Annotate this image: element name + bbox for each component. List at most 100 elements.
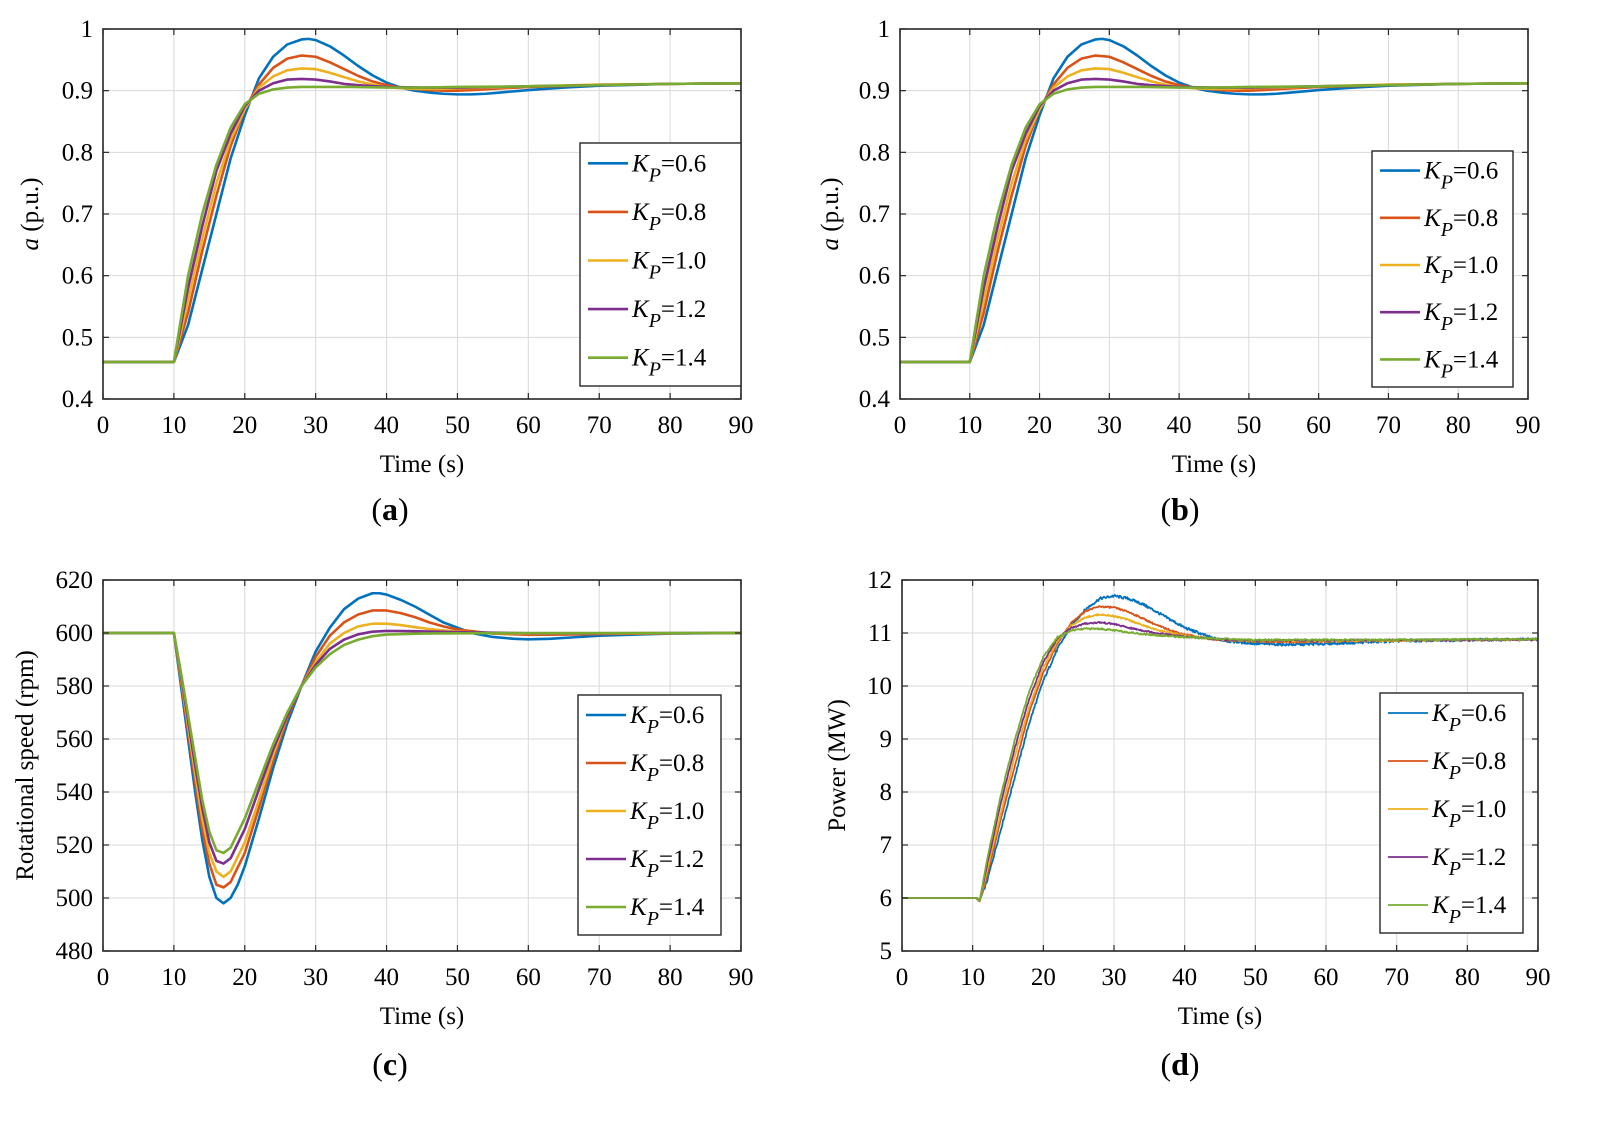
legend-k: K — [629, 798, 648, 825]
x-tick-label: 30 — [303, 412, 328, 439]
legend-equals: = — [659, 846, 673, 873]
panel-label: (a) — [371, 491, 408, 527]
legend-value: 0.8 — [1475, 748, 1506, 775]
x-tick-label: 70 — [1376, 412, 1401, 439]
x-tick-label: 0 — [896, 964, 909, 991]
series-line-kp-0-8 — [103, 54, 741, 364]
legend-k: K — [1431, 748, 1450, 775]
legend-k: K — [629, 702, 648, 729]
legend-item: KP=0.8 — [588, 199, 706, 235]
legend-label: KP=0.6 — [631, 150, 706, 186]
legend-k: K — [629, 894, 648, 921]
legend-value: 0.6 — [673, 702, 704, 729]
x-tick-label: 80 — [1446, 412, 1471, 439]
y-axis-label-symbol: a — [17, 238, 44, 251]
legend-k: K — [1423, 346, 1442, 373]
panel-label-letter: b — [1171, 491, 1189, 527]
legend-value: 1.0 — [673, 798, 704, 825]
legend-item: KP=1.2 — [588, 296, 706, 332]
legend-subscript: P — [646, 908, 659, 930]
y-tick-label: 5 — [880, 938, 893, 965]
legend-item: KP=0.6 — [1388, 700, 1506, 736]
y-tick-label: 0.4 — [62, 386, 94, 413]
legend-item: KP=0.8 — [586, 750, 704, 786]
panel-label: (b) — [1160, 491, 1199, 527]
legend-k: K — [631, 150, 650, 177]
x-tick-label: 90 — [729, 964, 754, 991]
legend-label: KP=0.6 — [1431, 700, 1506, 736]
y-tick-label: 1 — [81, 16, 94, 43]
legend-label: KP=0.8 — [631, 199, 706, 235]
y-tick-label: 580 — [56, 673, 94, 700]
x-tick-label: 0 — [894, 412, 907, 439]
y-tick-label: 0.7 — [62, 201, 93, 228]
legend-subscript: P — [1448, 858, 1461, 880]
legend-value: 1.2 — [675, 296, 706, 323]
legend-label: KP=1.4 — [629, 894, 705, 930]
legend-subscript: P — [648, 262, 661, 284]
legend-equals: = — [661, 248, 675, 275]
legend-value: 0.8 — [1467, 205, 1498, 232]
legend-label: KP=1.2 — [1431, 844, 1506, 880]
x-axis-label: Time (s) — [380, 451, 465, 478]
legend-subscript: P — [646, 764, 659, 786]
legend-subscript: P — [646, 860, 659, 882]
panel-a: 0 10 20 30 40 50 60 70 80 90 0.4 0.5 0.6 0.7 0.8 0.9 1 Ti… — [17, 16, 754, 527]
legend: KP=0.6KP=0.8KP=1.0KP=1.2KP=1.4 — [1371, 150, 1514, 388]
legend-k: K — [1423, 205, 1442, 232]
legend-item: KP=1.0 — [1380, 252, 1498, 288]
legend-k: K — [1423, 252, 1442, 279]
y-tick-label: 7 — [880, 832, 893, 859]
legend: KP=0.6KP=0.8KP=1.0KP=1.2KP=1.4 — [577, 694, 722, 936]
x-tick-label: 50 — [445, 964, 470, 991]
axes-frame — [102, 579, 742, 952]
legend-subscript: P — [646, 812, 659, 834]
panel-b: 0 10 20 30 40 50 60 70 80 90 0.4 0.5 0.6 0.7 0.8 0.9 1 Ti… — [817, 16, 1541, 527]
legend-subscript: P — [1440, 313, 1453, 335]
panel-c: 0 10 20 30 40 50 60 70 80 90 480 500 520 540 560 580 600… — [12, 567, 754, 1082]
legend-item: KP=0.6 — [1380, 158, 1498, 194]
x-tick-label: 50 — [1243, 964, 1268, 991]
legend-k: K — [631, 248, 650, 275]
x-tick-label: 60 — [516, 964, 541, 991]
y-axis-label-unit: Rotational speed (rpm) — [12, 650, 39, 881]
y-tick-label: 0.7 — [859, 201, 890, 228]
x-tick-label: 50 — [445, 412, 470, 439]
legend-equals: = — [659, 894, 673, 921]
legend-item: KP=0.8 — [1388, 748, 1506, 784]
y-tick-label: 1 — [878, 16, 891, 43]
legend-label: KP=1.4 — [631, 345, 707, 381]
series-line-kp-1-4 — [900, 81, 1528, 364]
y-tick-label: 8 — [880, 779, 893, 806]
panel-label-open: ( — [1160, 491, 1171, 527]
y-tick-label: 560 — [56, 726, 94, 753]
legend-label: KP=1.0 — [1431, 796, 1506, 832]
legend-equals: = — [661, 150, 675, 177]
legend-equals: = — [659, 798, 673, 825]
x-tick-label: 80 — [658, 412, 683, 439]
x-tick-label: 70 — [587, 412, 612, 439]
legend-equals: = — [661, 296, 675, 323]
legend-item: KP=1.2 — [586, 846, 704, 882]
panel-label-close: ) — [397, 1046, 408, 1082]
legend-item: KP=1.0 — [588, 248, 706, 284]
legend-value: 0.8 — [673, 750, 704, 777]
legend-label: KP=1.4 — [1423, 346, 1499, 382]
legend-item: KP=1.2 — [1388, 844, 1506, 880]
legend-k: K — [631, 296, 650, 323]
x-tick-label: 20 — [1031, 964, 1056, 991]
y-tick-label: 520 — [56, 832, 94, 859]
legend-label: KP=1.4 — [1431, 892, 1507, 928]
legend-k: K — [631, 199, 650, 226]
legend-box — [579, 142, 742, 387]
y-tick-label: 500 — [56, 885, 94, 912]
y-axis-label-unit: (p.u.) — [17, 178, 44, 238]
panel-d: 0 10 20 30 40 50 60 70 80 90 5 6 7 8 9 10 11 12 Time (s) Po… — [824, 567, 1551, 1082]
y-tick-label: 11 — [868, 620, 892, 647]
x-tick-label: 40 — [374, 964, 399, 991]
x-tick-label: 60 — [1314, 964, 1339, 991]
y-tick-label: 6 — [880, 885, 893, 912]
legend-subscript: P — [1440, 219, 1453, 241]
legend-k: K — [1423, 299, 1442, 326]
panel-label-letter: d — [1171, 1046, 1189, 1082]
